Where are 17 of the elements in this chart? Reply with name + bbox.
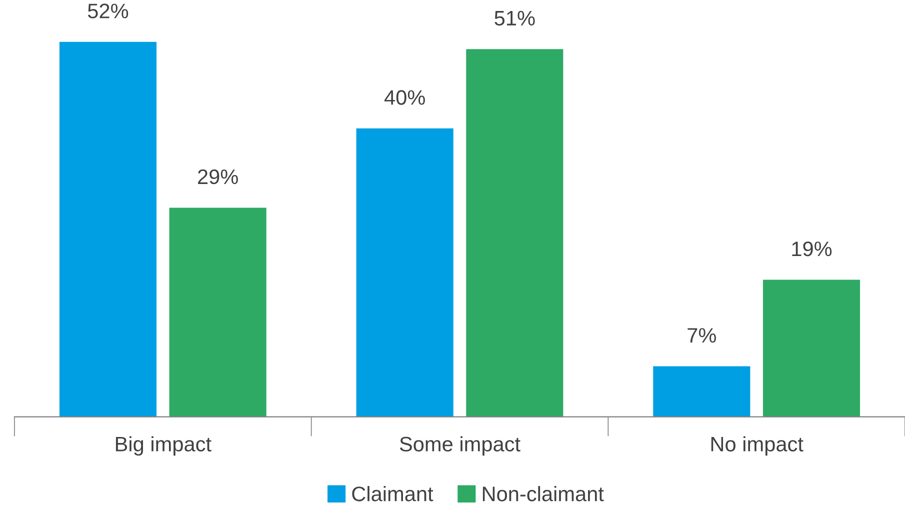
x-tick-label: Big impact <box>116 436 212 456</box>
data-label: 40% <box>384 90 425 105</box>
data-label: 19% <box>792 241 832 256</box>
bar <box>59 42 157 417</box>
data-label: 52% <box>88 4 128 18</box>
legend-label: Non-claimant <box>482 486 604 502</box>
bar <box>169 208 266 417</box>
bar <box>653 366 750 417</box>
legend-label: Claimant <box>352 486 434 502</box>
bar <box>466 49 564 417</box>
bar <box>762 280 860 417</box>
x-tick-label: Some impact <box>400 436 520 456</box>
data-label: 51% <box>494 10 535 26</box>
x-tick-label: No impact <box>711 436 804 456</box>
data-label: 29% <box>198 169 238 184</box>
bar <box>356 128 454 417</box>
data-label: 7% <box>688 328 716 343</box>
